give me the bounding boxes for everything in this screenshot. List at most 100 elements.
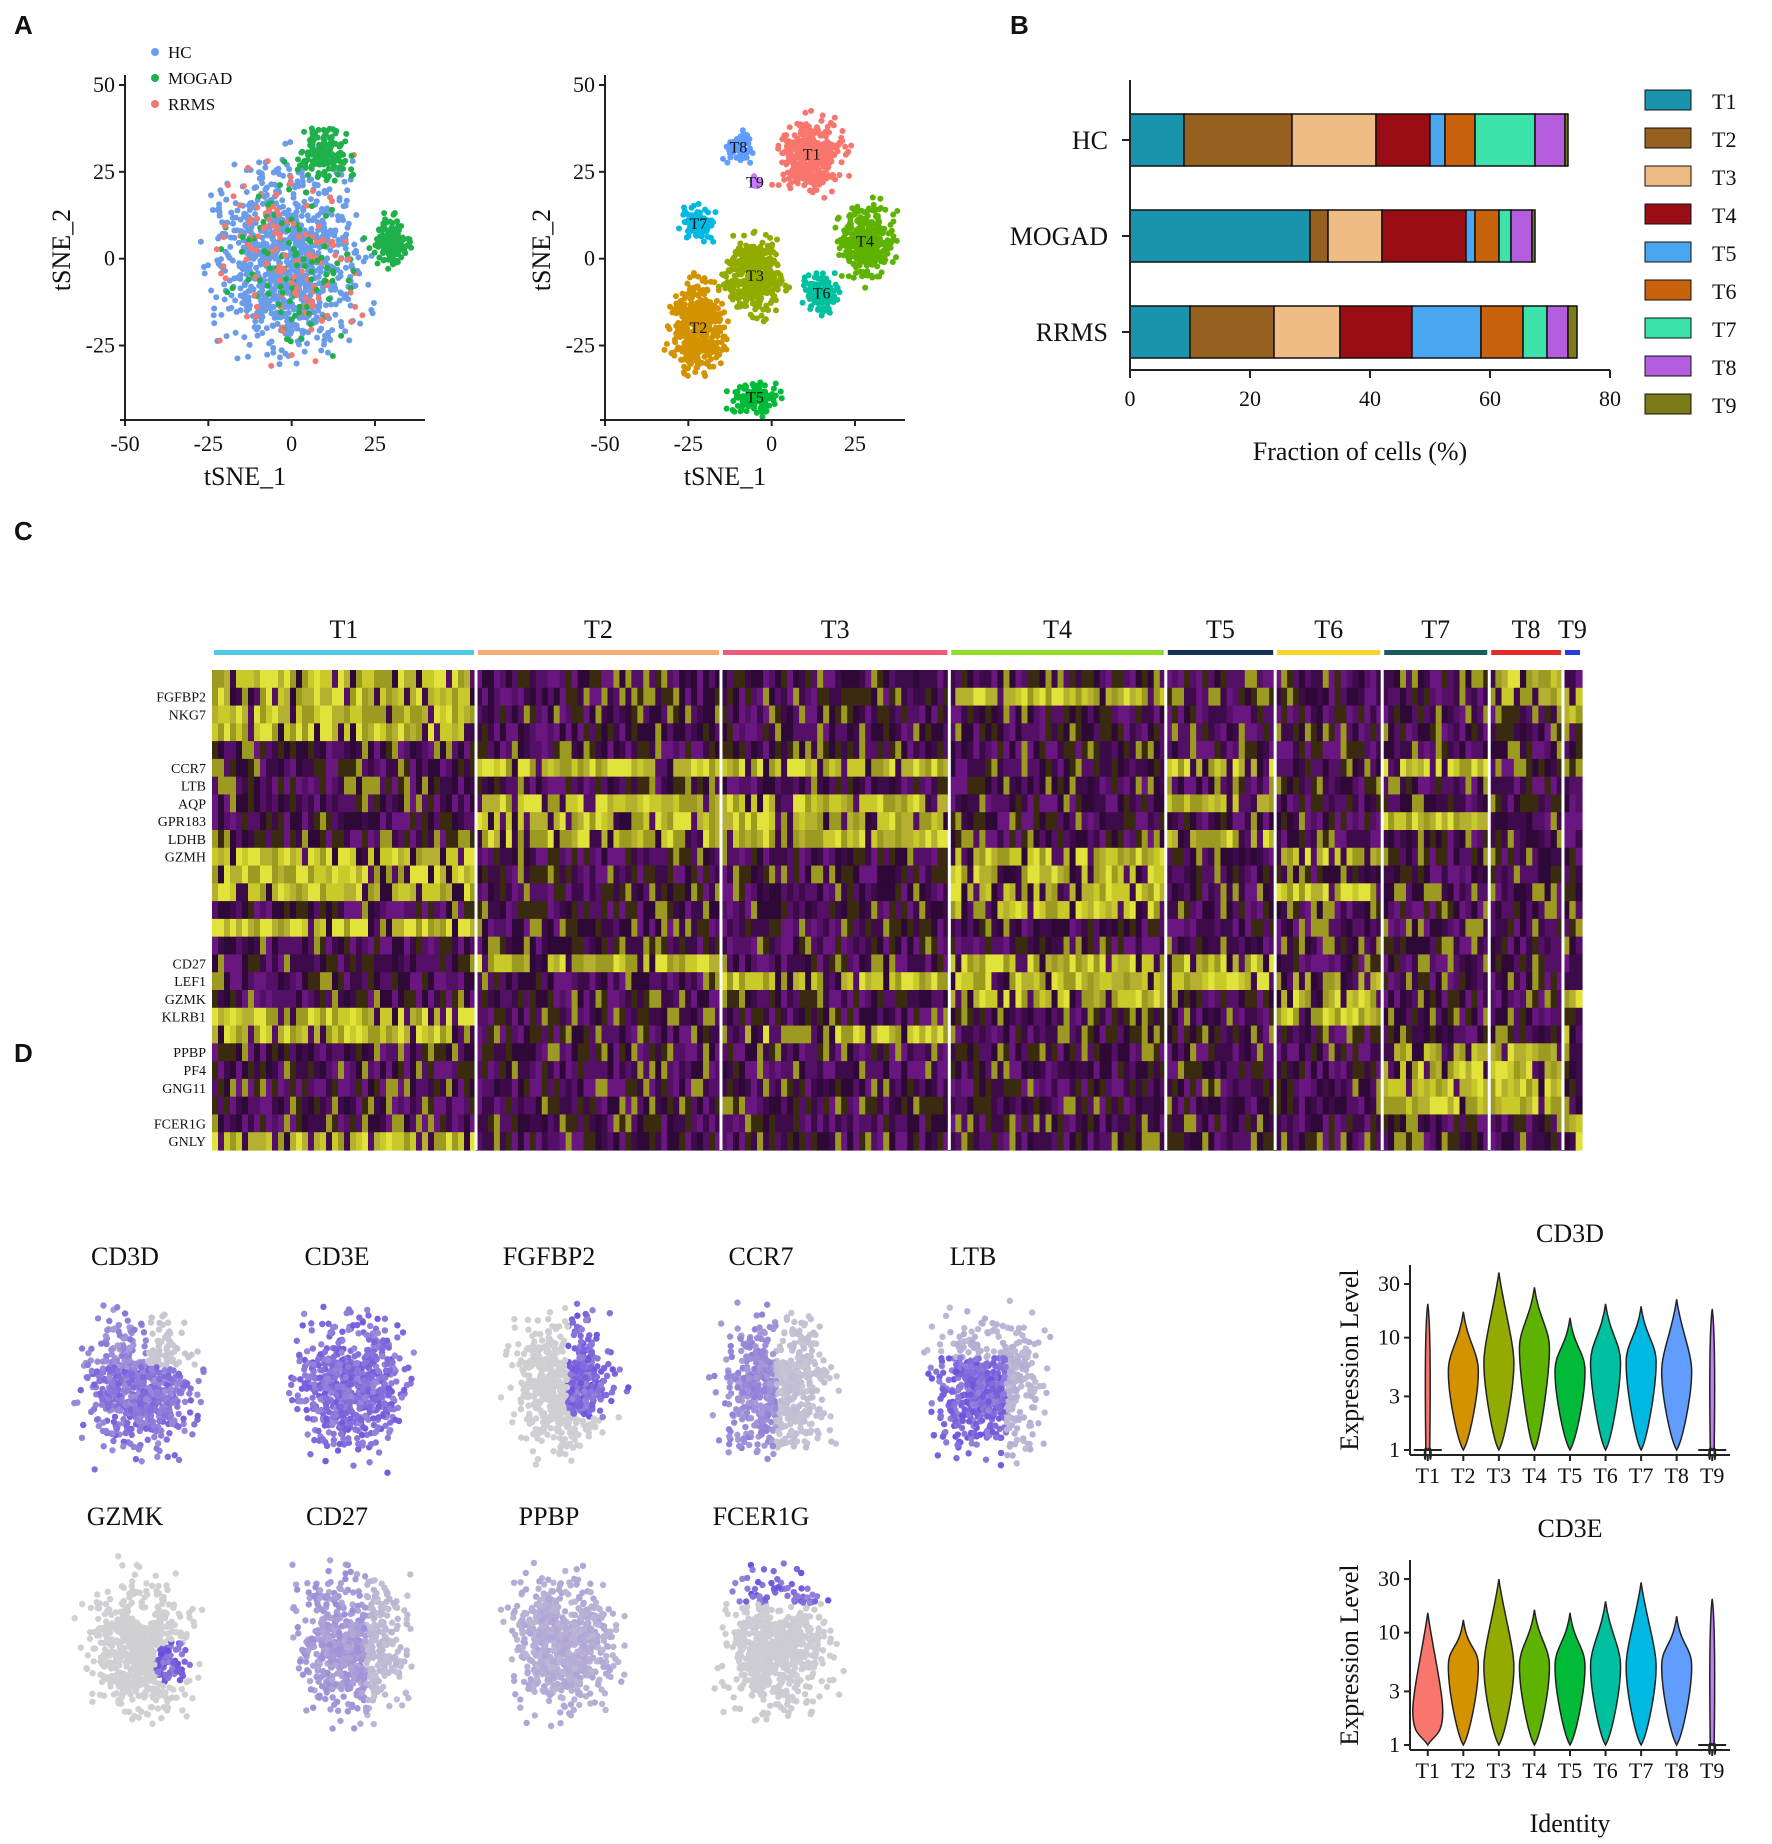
data-point [220, 263, 227, 270]
data-point [347, 285, 354, 292]
heatmap-cell [284, 918, 291, 938]
heatmap-cell [308, 1078, 315, 1098]
data-point [824, 123, 831, 130]
heatmap-cell [673, 723, 680, 742]
data-point [321, 243, 328, 250]
heatmap-cell [571, 670, 579, 689]
heatmap-cell [224, 705, 231, 724]
heatmap-cell [218, 812, 225, 831]
heatmap-cell [362, 990, 369, 1009]
heatmap-cell [260, 847, 267, 867]
data-point [803, 169, 810, 176]
heatmap-cell [236, 972, 243, 991]
data-point [274, 207, 281, 214]
heatmap-cell [709, 670, 716, 689]
data-point [234, 227, 241, 234]
data-point [265, 201, 272, 208]
data-point [764, 242, 771, 249]
heatmap-cell [356, 705, 363, 724]
data-point [713, 297, 720, 304]
heatmap-cell [314, 972, 321, 991]
heatmap-cell [673, 741, 680, 760]
data-point [721, 309, 728, 316]
data-point [689, 314, 696, 321]
heatmap-cell [284, 865, 291, 884]
bar-segment [1444, 113, 1476, 167]
cluster-label: T6 [813, 285, 831, 302]
data-point [847, 215, 854, 222]
heatmap-cell [224, 918, 231, 938]
data-point [778, 395, 785, 402]
data-point [747, 159, 754, 166]
heatmap-cell [302, 954, 309, 973]
heatmap-cell [619, 723, 626, 742]
data-point [694, 283, 701, 290]
heatmap-cell [230, 1025, 237, 1044]
data-point [345, 256, 352, 263]
heatmap-cell [218, 847, 225, 867]
data-point [231, 234, 238, 241]
heatmap-cell [595, 723, 603, 742]
heatmap-cell [230, 687, 237, 707]
heatmap-cell [404, 758, 411, 778]
heatmap-cell [559, 670, 567, 689]
heatmap-cell [284, 954, 291, 973]
heatmap-cell [434, 687, 441, 707]
data-point [770, 385, 777, 392]
data-point [302, 231, 309, 238]
heatmap-cell [446, 1132, 453, 1151]
data-point [215, 235, 222, 242]
data-point [874, 236, 881, 243]
data-point [345, 277, 352, 284]
heatmap-cell [332, 990, 339, 1009]
data-point [756, 300, 763, 307]
category-label: MOGAD [1010, 222, 1108, 251]
heatmap-cell [224, 990, 231, 1009]
heatmap-cell [380, 705, 387, 724]
data-point [264, 282, 271, 289]
heatmap-cell [368, 741, 375, 760]
heatmap-cell [272, 1007, 279, 1027]
heatmap-cell [296, 1096, 303, 1116]
heatmap-cell [218, 830, 225, 849]
heatmap-cell [374, 794, 381, 813]
heatmap-cell [278, 1043, 285, 1062]
data-point [255, 241, 262, 248]
data-point [772, 277, 779, 284]
data-point [819, 112, 826, 119]
heatmap-cell [314, 1043, 321, 1062]
heatmap-cell [547, 723, 555, 742]
data-point [814, 127, 821, 134]
data-point [370, 299, 377, 306]
heatmap-cell [386, 776, 393, 796]
data-point [213, 246, 220, 253]
heatmap-cell [332, 936, 339, 956]
heatmap-cell [230, 794, 237, 813]
bar-segment [1567, 305, 1578, 359]
heatmap-cell [685, 705, 692, 724]
data-point [688, 329, 695, 336]
heatmap-cell [224, 830, 231, 849]
heatmap-cell [416, 687, 423, 707]
heatmap-cell [559, 741, 567, 760]
data-point [324, 349, 331, 356]
y-tick-label: 25 [93, 159, 115, 184]
data-point [229, 285, 236, 292]
data-point [877, 195, 884, 202]
heatmap-cell [224, 670, 231, 689]
heatmap-cell [320, 687, 327, 707]
heatmap-cell [553, 741, 561, 760]
data-point [296, 277, 303, 284]
x-tick-label: 25 [364, 431, 386, 456]
heatmap-cell [266, 1025, 273, 1044]
heatmap-cell [326, 1114, 333, 1133]
heatmap-cell [410, 990, 417, 1009]
heatmap-cell [434, 723, 441, 742]
heatmap-cell [422, 670, 429, 689]
data-point [338, 290, 345, 297]
heatmap-cell [541, 741, 549, 760]
heatmap-cell [326, 990, 333, 1009]
heatmap-cell [272, 1078, 279, 1098]
heatmap-cell [476, 670, 483, 689]
heatmap-cell [308, 1114, 315, 1133]
